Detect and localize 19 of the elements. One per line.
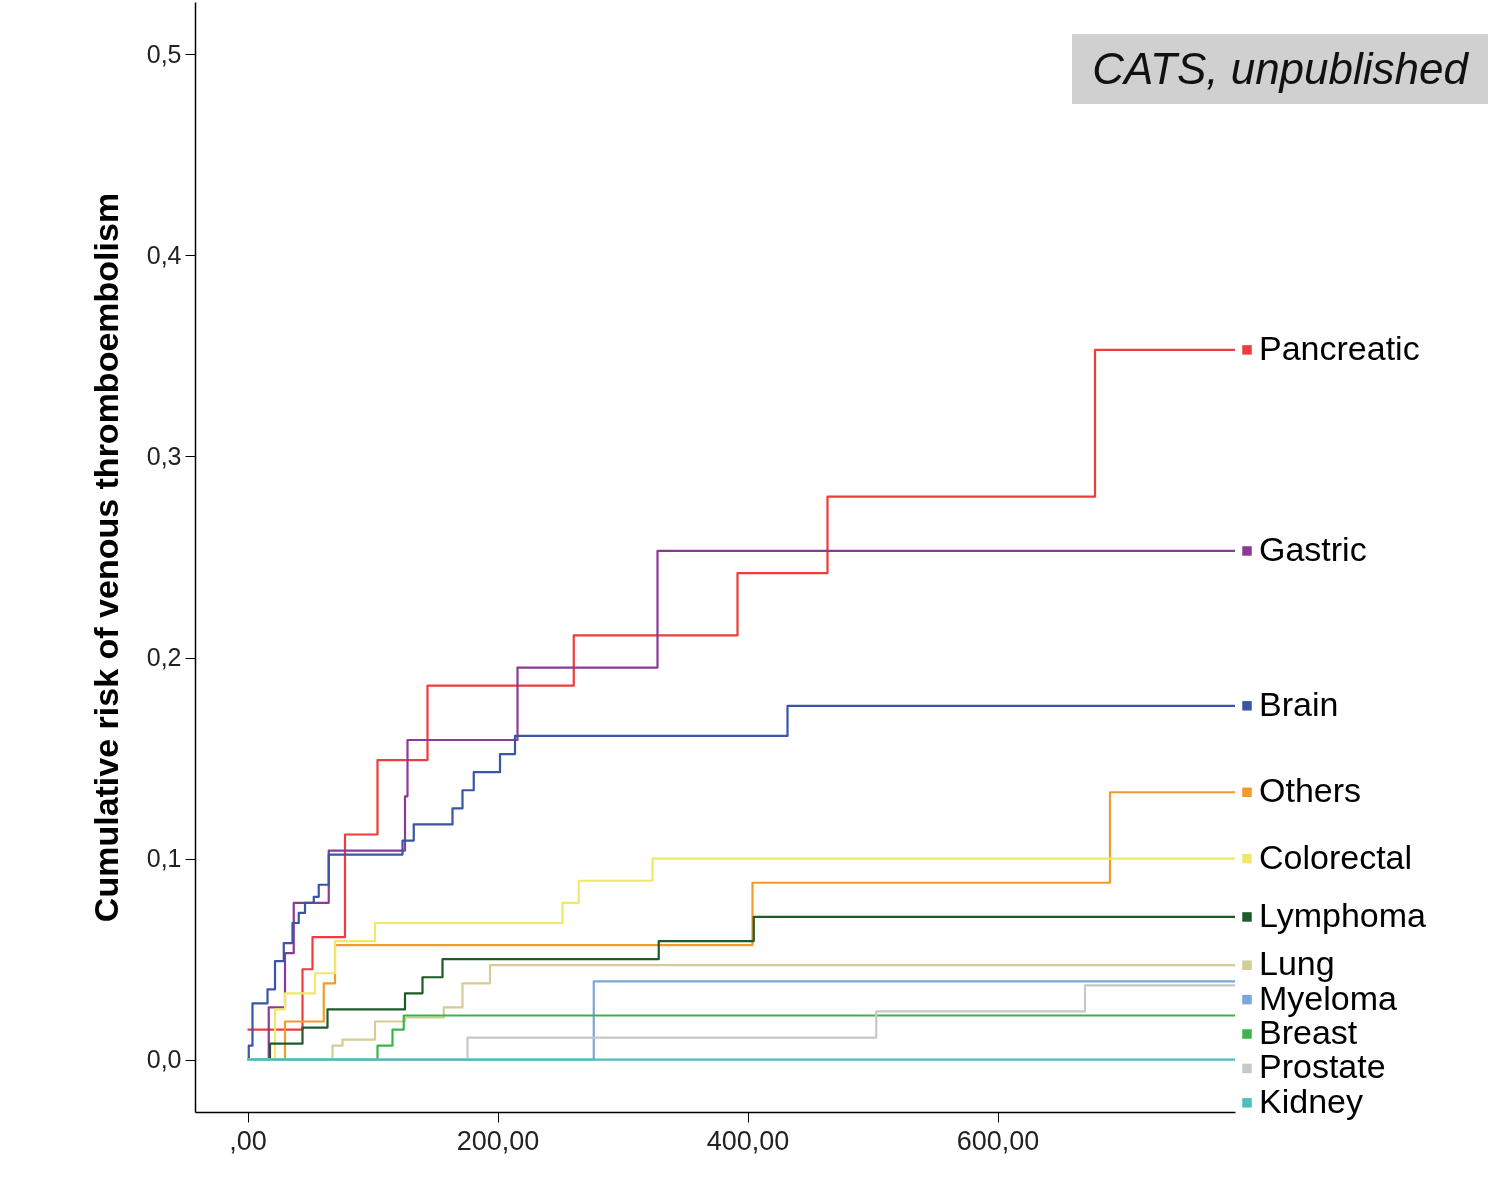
y-tick-label: 0,3 [146,441,182,470]
y-tick-label: 0,4 [146,240,182,269]
y-tick-label: 0,2 [146,643,182,672]
legend-label: Lung [1259,944,1335,983]
annotation: CATS, unpublished [1072,34,1488,104]
legend-label: Brain [1259,684,1339,723]
legend-label: Lymphoma [1259,895,1427,934]
legend-label: Colorectal [1259,837,1413,876]
legend-label: Gastric [1259,529,1367,568]
legend-label: Others [1259,771,1362,810]
x-tick-label: ,00 [229,1125,267,1156]
y-tick-label: 0,1 [146,844,182,873]
x-tick-label: 400,00 [706,1125,790,1156]
x-tick-label: 600,00 [956,1125,1040,1156]
y-axis-title: Cumulative risk of venous thromboembolism [86,192,125,923]
legend-label: Pancreatic [1259,328,1420,367]
x-tick-label: 200,00 [456,1125,540,1156]
y-tick-label: 0,5 [146,39,182,68]
y-tick-label: 0,0 [146,1045,182,1074]
